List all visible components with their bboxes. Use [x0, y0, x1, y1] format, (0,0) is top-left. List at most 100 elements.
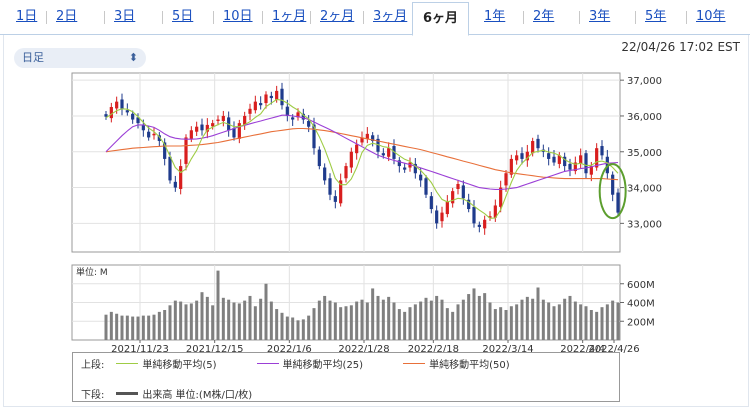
volume-bar	[115, 313, 119, 340]
candle-body	[163, 142, 167, 159]
volume-bar	[568, 295, 572, 340]
volume-bar	[104, 314, 108, 340]
volume-bar	[456, 304, 460, 340]
tab-6[interactable]: 1ヶ月	[262, 0, 316, 34]
volume-bar	[408, 307, 412, 340]
candle-body	[403, 167, 407, 170]
candle-body	[488, 216, 492, 218]
volume-bar	[600, 307, 604, 340]
candle-body	[147, 131, 151, 138]
volume-bar	[173, 300, 177, 340]
candle-body	[221, 115, 225, 121]
candle-body	[595, 148, 599, 168]
chart-legend: 上段: 単純移動平均(5) 単純移動平均(25) 単純移動平均(50) 下段: …	[72, 352, 620, 402]
candle-body	[301, 113, 305, 120]
candle-body	[275, 90, 279, 100]
volume-bar	[595, 311, 599, 340]
x-tick-label: 2021/12/15	[186, 344, 244, 355]
volume-bar	[157, 311, 161, 340]
tab-2[interactable]: 2日	[46, 0, 87, 34]
volume-unit-label: 単位: M	[76, 266, 108, 278]
legend-ma25: 単純移動平均(25)	[256, 356, 363, 371]
legend-ma50: 単純移動平均(50)	[403, 356, 510, 371]
tab-9[interactable]: 6ヶ月	[412, 2, 470, 36]
tab-8[interactable]: 3ヶ月	[363, 0, 417, 34]
candle-body	[483, 219, 487, 229]
volume-bar	[435, 295, 439, 340]
interval-select[interactable]: 日足 ⬍	[14, 48, 146, 68]
candle-body	[232, 128, 236, 138]
candle-body	[605, 156, 609, 174]
candle-body	[413, 163, 417, 174]
volume-bar	[163, 310, 167, 340]
candle-body	[525, 151, 529, 161]
ma5-line	[105, 98, 619, 219]
volume-bar	[184, 304, 188, 340]
volume-bar	[264, 283, 268, 340]
price-y-tick-label: 34,000	[627, 184, 662, 195]
tab-1[interactable]: 1日	[16, 9, 38, 24]
candle-body	[557, 155, 561, 164]
volume-bar	[413, 304, 417, 340]
candle-body	[291, 117, 295, 120]
candle-body	[264, 94, 268, 104]
volume-bar	[589, 310, 593, 340]
tab-7[interactable]: 2ヶ月	[310, 0, 364, 34]
tab-12[interactable]: 3年	[579, 0, 620, 34]
volume-bar	[221, 297, 225, 340]
candle-body	[115, 101, 119, 109]
volume-bar	[515, 304, 519, 340]
candle-body	[125, 110, 129, 113]
candle-body	[349, 151, 353, 168]
volume-bar	[541, 299, 545, 340]
volume-bar	[317, 300, 321, 340]
period-tabs: 1日 2日 3日 5日 10日 1ヶ月 2ヶ月 3ヶ月 6ヶ月 1年 2年 3年 5年 10年	[0, 0, 750, 36]
volume-bar	[280, 312, 284, 340]
tab-11[interactable]: 2年	[523, 0, 564, 34]
volume-bar	[472, 288, 476, 340]
volume-bar	[376, 295, 380, 340]
candle-body	[573, 162, 577, 172]
candle-body	[429, 196, 433, 210]
volume-bar	[275, 309, 279, 340]
candle-body	[285, 106, 289, 116]
volume-bar	[307, 315, 311, 340]
volume-bar	[152, 314, 156, 340]
volume-bar	[120, 315, 124, 340]
volume-bar	[477, 295, 481, 340]
tab-4[interactable]: 5日	[162, 0, 203, 34]
volume-bar	[467, 294, 471, 340]
volume-bar	[611, 300, 615, 340]
volume-bar	[205, 296, 209, 340]
candle-body	[205, 124, 209, 132]
candle-body	[216, 119, 220, 121]
volume-bar	[520, 299, 524, 340]
volume-bar	[200, 292, 204, 340]
x-tick-label: 2022/2/18	[408, 344, 459, 355]
price-y-tick-label: 33,000	[627, 219, 662, 230]
candle-body	[317, 149, 321, 167]
volume-bar	[573, 301, 577, 340]
volume-bar	[216, 270, 220, 340]
tab-14[interactable]: 10年	[686, 0, 736, 34]
candle-body	[243, 115, 247, 125]
volume-bar	[285, 316, 289, 340]
volume-bar	[499, 307, 503, 340]
volume-bar	[365, 302, 369, 340]
tab-3[interactable]: 3日	[104, 0, 145, 34]
tab-13[interactable]: 5年	[635, 0, 676, 34]
volume-bar	[371, 288, 375, 340]
volume-bar	[237, 303, 241, 340]
volume-bar	[339, 307, 343, 340]
candle-body	[312, 124, 316, 149]
tab-5[interactable]: 10日	[213, 0, 263, 34]
volume-bar	[440, 299, 444, 340]
legend-upper-label: 上段:	[81, 360, 105, 371]
candle-body	[259, 103, 263, 106]
candle-body	[360, 137, 364, 143]
candle-body	[611, 174, 615, 195]
tab-10[interactable]: 1年	[484, 9, 506, 24]
volume-bar	[483, 293, 487, 340]
candle-body	[589, 166, 593, 175]
